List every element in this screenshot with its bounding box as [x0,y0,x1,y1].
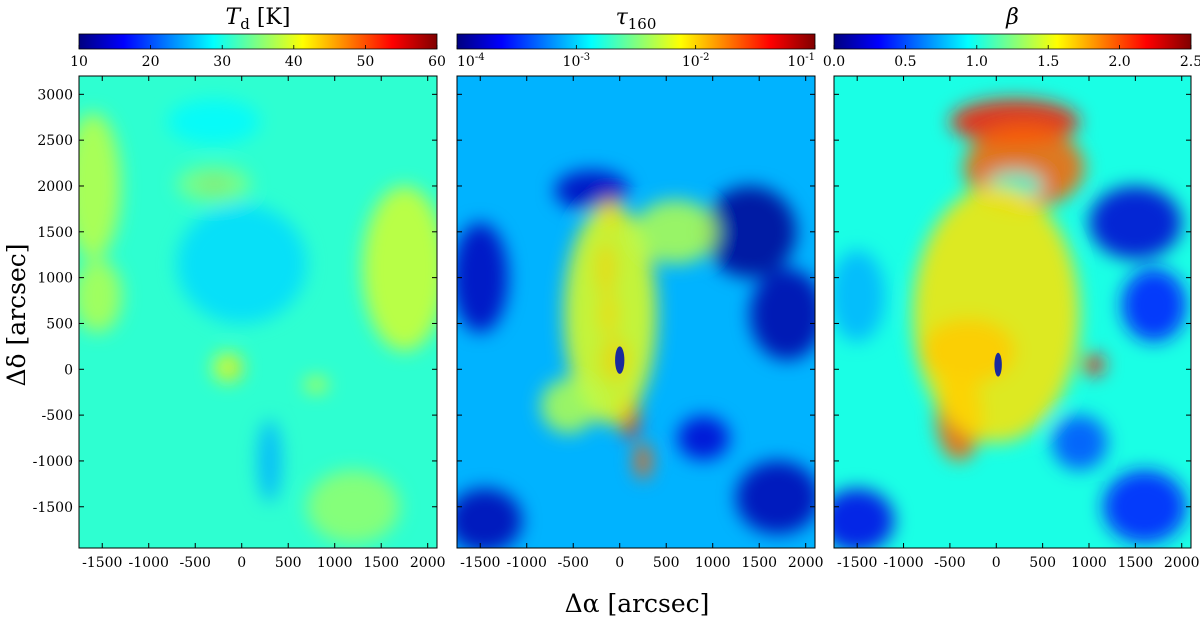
heatmap-feature [457,222,509,333]
colorbar-tick-label: 1.5 [1037,54,1059,70]
x-tick-label: 0 [237,555,246,571]
plot-frame [456,75,816,549]
x-tick-label: -1000 [883,555,923,571]
heatmap-feature [834,250,885,342]
heatmap-feature [362,186,437,351]
colorbar-tick-label: 40 [285,54,303,70]
colorbar-tick-label: 30 [213,54,231,70]
x-tick-label: 1500 [363,555,399,571]
heatmap-feature [703,185,797,278]
heatmap-feature [540,378,597,434]
panel-title: β [1005,5,1019,30]
heatmap-3 [834,76,1191,548]
heatmap-feature [735,460,815,535]
panel-title: τ160 [616,5,657,33]
heatmap-core [615,346,625,374]
y-tick-label: 3000 [37,87,73,103]
y-tick-label: -500 [42,408,73,424]
x-tick-label: 1000 [317,555,353,571]
heatmap-feature [176,204,307,324]
x-tick-label: 1500 [741,555,777,571]
heatmap-feature [457,488,523,548]
colorbar-tick-label: 0.5 [894,54,916,70]
colorbar-tick-label: 0.0 [823,54,845,70]
y-tick-label: -1500 [33,500,73,516]
x-tick-label: -500 [558,555,589,571]
heatmap-feature [79,112,121,260]
heatmap-2 [457,76,815,548]
panels-group: 10 20 30 40 50 60 Td [K] -1500 -1000 -500 0 500 1000… [33,5,1200,571]
x-tick-label: 2000 [1164,555,1200,571]
heatmap-feature [176,165,252,203]
heatmap-feature [633,199,718,264]
heatmap-feature [1102,470,1187,544]
panel-2: 10-4 10-3 10-2 10-1 τ160 -1500 -1000 -500 0 500 10… [456,5,824,571]
colorbar-tick-label: 20 [142,54,160,70]
plot-frame [78,75,438,549]
x-tick-label: 1000 [1071,555,1107,571]
colorbar-tick-label: 1.0 [966,54,988,70]
heatmap-feature [834,488,895,548]
heatmap-feature [1121,268,1187,342]
colorbar-tick-label: 10-1 [787,52,815,70]
colorbar-tick-label: 50 [356,54,374,70]
x-tick-label: 500 [653,555,680,571]
heatmap-feature [1089,185,1182,260]
x-axis-label: Δα [arcsec] [565,589,710,618]
y-tick-label: 500 [46,316,73,332]
heatmap-feature [257,419,282,503]
heatmap-feature [79,259,122,333]
colorbar-tick-label: 10-4 [457,52,485,70]
colorbar-3 [833,33,1192,50]
heatmap-1 [79,76,437,548]
heatmap-feature [677,416,730,461]
colorbar-tick-label: 10-2 [682,52,710,70]
x-tick-label: -1000 [129,555,169,571]
heatmap-core [994,352,1002,377]
y-tick-label: 1500 [37,225,73,241]
heatmap-feature [749,268,815,361]
heatmap-feature [167,98,261,145]
x-tick-label: -500 [934,555,965,571]
plot-frame [833,75,1192,549]
colorbar-2 [456,33,816,50]
y-tick-label: 2000 [37,179,73,195]
x-tick-label: 500 [275,555,302,571]
y-axis-label: Δδ [arcsec] [2,243,31,386]
panel-title: Td [K] [226,5,291,33]
x-tick-label: -1000 [507,555,547,571]
x-tick-label: 1500 [1118,555,1154,571]
heatmap-feature [912,185,1080,443]
x-tick-label: 2000 [410,555,446,571]
colorbar-tick-label: 60 [428,54,446,70]
y-tick-label: 1000 [37,271,73,287]
heatmap-feature [1051,415,1108,471]
x-tick-label: -500 [180,555,211,571]
panel-1: 10 20 30 40 50 60 Td [K] -1500 -1000 -500 0 500 1000… [33,5,446,571]
colorbar-tick-label: 10-3 [563,52,591,70]
heatmap-feature [306,470,400,544]
x-tick-label: 0 [992,555,1001,571]
panel-3: 0.0 0.5 1.0 1.5 2.0 2.5 β -1500 -1000 -500 0 500 100… [823,5,1200,571]
y-tick-label: 0 [64,362,73,378]
colorbar-tick-label: 10 [70,54,88,70]
x-tick-label: -1500 [460,555,500,571]
heatmap-feature [304,378,328,392]
heatmap-feature [212,352,243,383]
heatmap-feature [634,442,652,480]
colorbar-tick-label: 2.0 [1108,54,1130,70]
x-tick-label: 0 [615,555,624,571]
y-tick-label: -1000 [33,454,73,470]
colorbar-tick-label: 2.5 [1180,54,1200,70]
y-tick-label: 2500 [37,133,73,149]
x-tick-label: 500 [1029,555,1056,571]
x-tick-label: -1500 [837,555,877,571]
heatmap-feature [1082,353,1105,376]
heatmap-feature [563,204,657,425]
x-tick-label: -1500 [82,555,122,571]
x-tick-label: 1000 [695,555,731,571]
colorbar-1 [78,33,438,50]
x-tick-label: 2000 [788,555,824,571]
